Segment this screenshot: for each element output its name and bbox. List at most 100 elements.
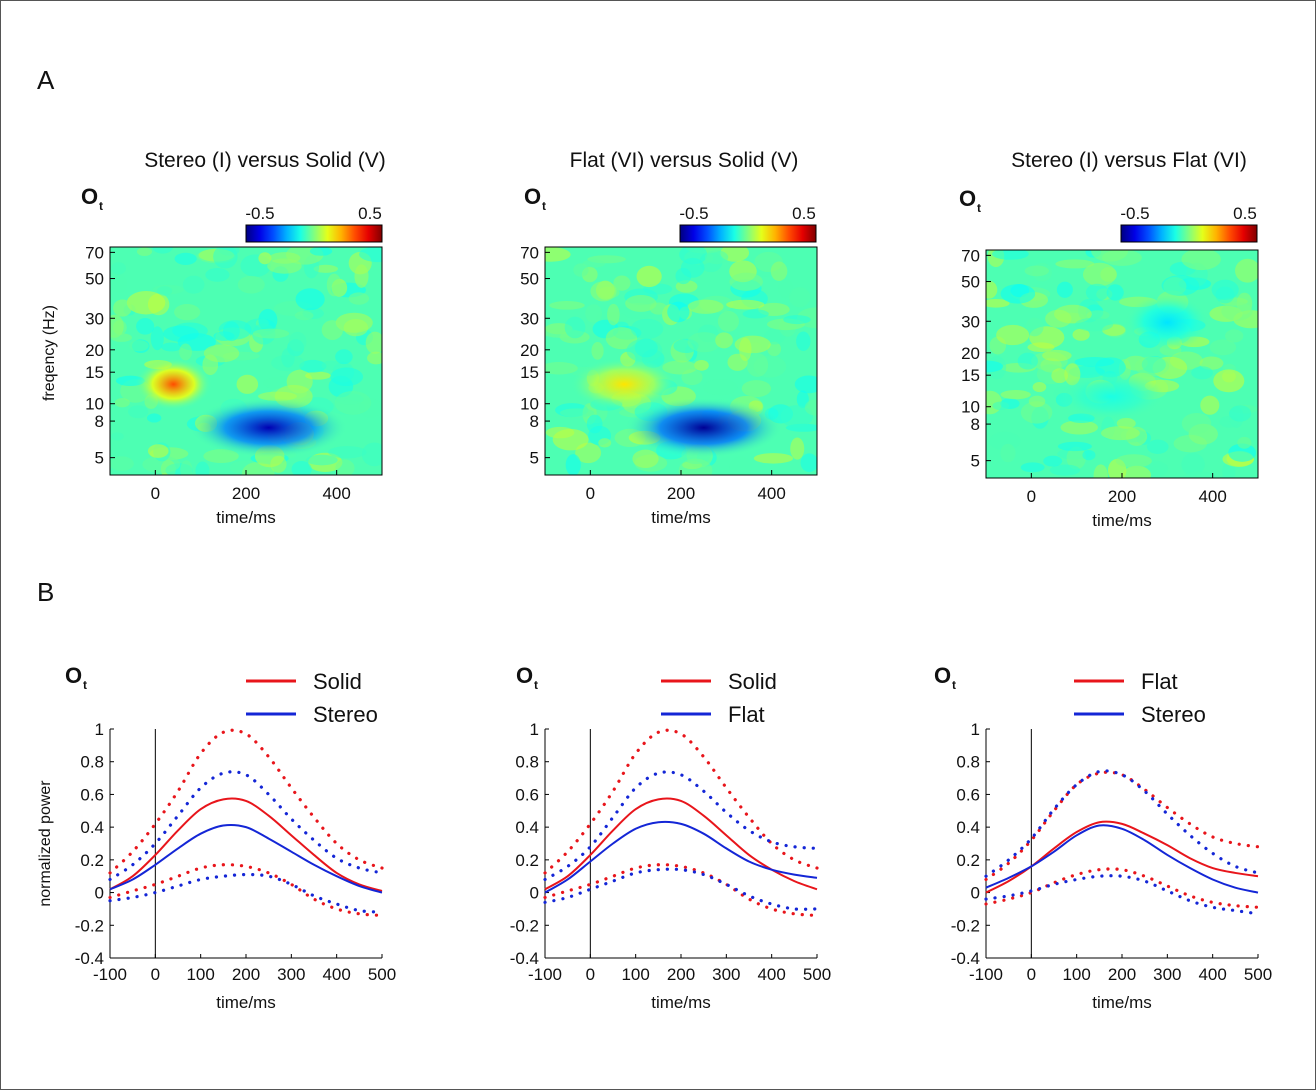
heatmap-texture — [680, 257, 705, 278]
heatmap-texture — [1181, 412, 1212, 435]
heatmap-texture — [1085, 283, 1109, 302]
heatmap-title: Flat (VI) versus Solid (V) — [570, 149, 799, 172]
heatmap-texture — [649, 302, 668, 315]
heatmap-feature — [624, 397, 783, 458]
y-tick-label: 70 — [520, 243, 539, 262]
heatmap-texture — [1066, 446, 1086, 470]
heatmap-texture — [1211, 279, 1239, 300]
heatmap-texture — [1221, 301, 1253, 321]
x-tick-label: 400 — [1198, 487, 1226, 506]
heatmap-texture — [1020, 401, 1053, 424]
heatmap-texture — [174, 303, 201, 321]
y-tick-label: 30 — [520, 309, 539, 328]
y-tick-label: 0.8 — [515, 753, 539, 772]
ot-label-main: O — [65, 663, 82, 688]
x-axis-label: time/ms — [216, 508, 276, 527]
colorbar-max-label: 0.5 — [792, 204, 816, 223]
y-tick-label: 1 — [95, 720, 104, 739]
heatmap-texture — [632, 449, 659, 469]
colorbar-max-label: 0.5 — [358, 204, 382, 223]
series-bound-line — [108, 872, 384, 914]
heatmap-texture — [741, 380, 772, 398]
heatmap-texture — [179, 343, 192, 361]
heatmap-texture — [1043, 455, 1063, 467]
heatmap-texture — [236, 374, 259, 394]
legend-label: Flat — [728, 702, 765, 727]
heatmap-texture — [1122, 465, 1152, 478]
heatmap-texture — [1182, 471, 1218, 478]
heatmap-texture — [252, 328, 290, 339]
heatmap-texture — [1163, 277, 1187, 296]
heatmap-texture — [770, 261, 788, 281]
heatmap-texture — [986, 298, 1010, 308]
heatmap-texture — [549, 301, 585, 310]
heatmap-texture — [800, 453, 817, 473]
y-tick-label: 30 — [85, 309, 104, 328]
heatmap-texture — [142, 455, 181, 474]
colorbar-min-label: -0.5 — [1120, 204, 1149, 223]
heatmap-texture — [205, 267, 230, 282]
heatmap-texture — [1106, 284, 1124, 301]
y-tick-label: 1 — [530, 720, 539, 739]
legend-label: Solid — [728, 669, 777, 694]
line-chart-panel: 1 0.8 0.6 0.4 0.2 0 -0.2 -0.4-100 0 100 200 300 400 5… — [510, 669, 831, 1012]
heatmap-texture — [573, 263, 589, 277]
heatmap-texture — [678, 458, 713, 475]
x-tick-label: 400 — [322, 484, 350, 503]
heatmap-texture — [305, 454, 338, 466]
colorbar — [245, 224, 383, 243]
heatmap-texture — [729, 456, 752, 475]
heatmap-texture — [1237, 436, 1252, 449]
heatmap-texture — [783, 315, 811, 325]
heatmap-texture — [1024, 265, 1049, 277]
y-tick-label: -0.2 — [510, 916, 539, 935]
heatmap-texture — [794, 375, 817, 394]
y-axis-label: freqency (Hz) — [41, 305, 58, 401]
heatmap-texture — [764, 328, 786, 345]
ot-label-sub: t — [534, 678, 538, 692]
x-tick-label: 100 — [1062, 965, 1090, 984]
x-tick-label: 200 — [667, 965, 695, 984]
heatmap-texture — [804, 399, 817, 416]
heatmap-texture — [992, 401, 1010, 411]
heatmap-texture — [559, 408, 595, 418]
y-tick-label: 15 — [961, 366, 980, 385]
ot-label-sub: t — [977, 201, 981, 215]
y-tick-label: 10 — [85, 395, 104, 414]
heatmap-texture — [367, 351, 382, 365]
heatmap-feature — [570, 358, 679, 411]
panel-label-b: B — [37, 577, 55, 607]
heatmap-texture — [126, 291, 166, 315]
series-bound-line — [108, 863, 384, 918]
y-tick-label: 8 — [971, 415, 980, 434]
heatmap-texture — [729, 272, 763, 291]
y-tick-label: 0 — [95, 884, 104, 903]
heatmap-texture — [1229, 405, 1252, 422]
heatmap-texture — [1060, 420, 1098, 435]
series-bound-line — [543, 867, 819, 911]
y-tick-label: 8 — [95, 412, 104, 431]
ot-label-main: O — [81, 184, 98, 209]
heatmap-texture — [1000, 284, 1036, 304]
y-tick-label: 70 — [85, 243, 104, 262]
x-tick-label: 500 — [368, 965, 396, 984]
series-bound-line — [108, 770, 384, 882]
colorbar-min-label: -0.5 — [679, 204, 708, 223]
heatmap-texture — [630, 318, 664, 339]
y-tick-label: 0.2 — [80, 851, 104, 870]
heatmap-texture — [565, 454, 581, 475]
x-tick-label: 500 — [803, 965, 831, 984]
heatmap-texture — [590, 281, 617, 302]
heatmap-texture — [742, 309, 769, 319]
heatmap-texture — [110, 432, 124, 441]
heatmap-texture — [1091, 250, 1129, 262]
heatmap-texture — [778, 278, 793, 299]
heatmap-texture — [687, 299, 724, 314]
y-tick-label: 5 — [971, 452, 980, 471]
x-axis-label: time/ms — [1092, 993, 1152, 1012]
y-tick-label: 20 — [520, 341, 539, 360]
heatmap-texture — [1082, 450, 1096, 461]
